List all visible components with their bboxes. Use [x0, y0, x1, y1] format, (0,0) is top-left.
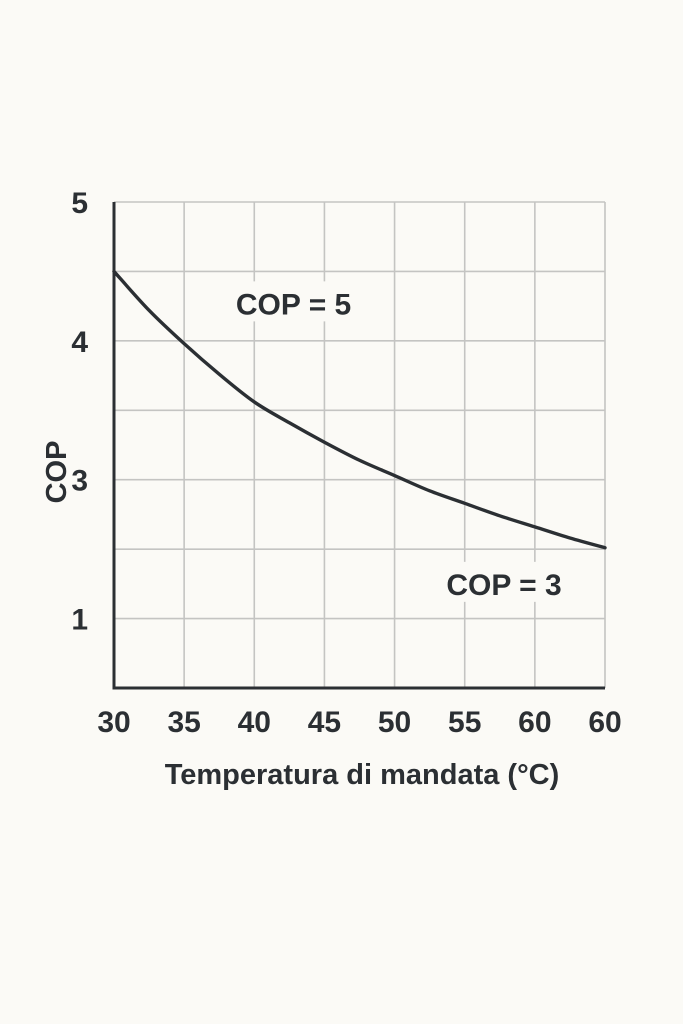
annotation-background [223, 281, 364, 322]
x-tick-label: 60 [518, 706, 551, 739]
cop-curve-line [112, 269, 607, 550]
y-tick-labels: 5 4 3 1 [71, 187, 88, 637]
x-tick-label: 45 [308, 706, 341, 739]
x-tick-label: 35 [167, 706, 200, 739]
grid [114, 201, 606, 688]
x-tick-labels: 30 35 40 45 50 55 60 60 [97, 706, 621, 739]
x-tick-label: 60 [588, 706, 621, 739]
annotations: COP = 5 COP = 3 [223, 281, 574, 602]
y-tick-label: 1 [71, 604, 88, 637]
y-tick-label: 3 [71, 465, 88, 498]
x-tick-label: 55 [448, 706, 481, 739]
y-axis-title: COP [41, 441, 73, 504]
y-tick-label: 4 [71, 326, 88, 359]
x-tick-label: 50 [378, 706, 411, 739]
y-tick-label: 5 [71, 187, 88, 220]
axes [112, 202, 605, 690]
x-tick-label: 40 [238, 706, 271, 739]
x-axis-title: Temperatura di mandata (°C) [165, 759, 560, 791]
annotation-label: COP = 3 [446, 569, 561, 602]
annotation-label: COP = 5 [236, 288, 351, 321]
x-tick-label: 30 [97, 706, 130, 739]
annotation-background [433, 561, 574, 602]
series [112, 269, 607, 550]
